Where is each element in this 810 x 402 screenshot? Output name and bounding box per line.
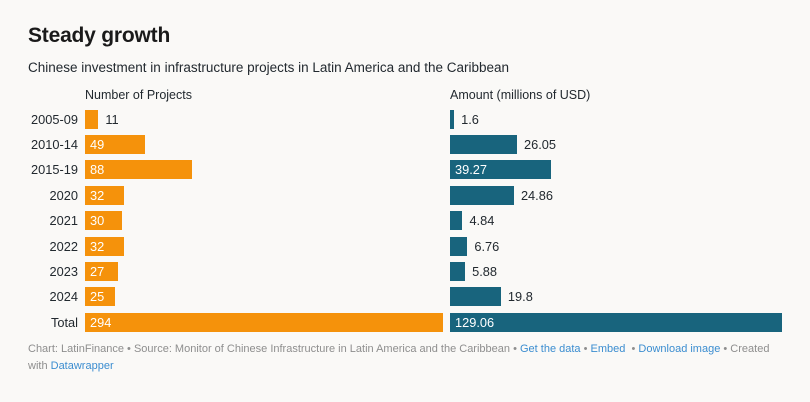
chart-row: 2010-14 49 26.05 [28, 133, 782, 158]
column-header-amount: Amount (millions of USD) [450, 87, 591, 102]
footer-chart-credit: Chart: LatinFinance [28, 343, 124, 355]
bar-track-right: 6.76 [450, 236, 782, 256]
download-image-link[interactable]: Download image [638, 343, 721, 355]
bar[interactable] [450, 287, 501, 307]
bar-track-left: 25 [85, 287, 443, 307]
row-label: 2005-09 [31, 111, 78, 127]
bar[interactable] [85, 287, 116, 307]
bar-track-right: 129.06 [450, 312, 782, 332]
chart-subtitle: Chinese investment in infrastructure pro… [28, 60, 510, 76]
bar-track-left: 30 [85, 211, 443, 231]
bar-track-left: 49 [85, 135, 443, 155]
chart-footer: Chart: LatinFinance • Source: Monitor of… [28, 341, 790, 374]
chart-plot-area: Number of Projects Amount (millions of U… [0, 88, 810, 337]
bar-value-label: 1.6 [461, 111, 479, 127]
page-title: Steady growth [28, 24, 171, 47]
chart-row: 2023 27 5.88 [28, 260, 782, 285]
bar[interactable] [85, 211, 122, 231]
row-label: Total [50, 314, 78, 330]
bar-track-left: 32 [85, 236, 443, 256]
get-the-data-link[interactable]: Get the data [519, 343, 581, 355]
row-label: 2024 [49, 289, 78, 305]
footer-separator: • [510, 343, 520, 355]
embed-link[interactable]: Embed [590, 343, 626, 355]
column-header-projects: Number of Projects [85, 87, 192, 102]
bar-value-label: 88 [90, 162, 105, 178]
bar-value-label: 49 [90, 137, 105, 153]
bar-value-label: 32 [90, 187, 105, 203]
bar-track-right: 1.6 [450, 109, 782, 129]
bar-track-right: 24.86 [450, 185, 782, 205]
footer-created-with: Created with [28, 343, 770, 372]
bar-value-label: 25 [90, 289, 105, 305]
bar[interactable] [450, 135, 517, 155]
bar-track-right: 26.05 [450, 135, 782, 155]
bar[interactable] [450, 312, 782, 332]
bar-value-label: 32 [90, 238, 105, 254]
column-headers: Number of Projects Amount (millions of U… [28, 88, 782, 105]
bar-value-label: 294 [90, 314, 112, 330]
bar[interactable] [85, 109, 99, 129]
bar-value-label: 30 [90, 213, 105, 229]
row-label: 2023 [49, 264, 78, 280]
row-label: 2021 [49, 213, 78, 229]
bar-track-left: 11 [85, 109, 443, 129]
bar[interactable] [450, 109, 455, 129]
bar-value-label: 19.8 [507, 289, 533, 305]
chart-row: Total 294 129.06 [28, 311, 782, 336]
bar[interactable] [450, 185, 514, 205]
chart-row: 2024 25 19.8 [28, 285, 782, 310]
datawrapper-link[interactable]: Datawrapper [50, 359, 114, 372]
bar-track-left: 27 [85, 262, 443, 282]
row-label: 2015-19 [31, 162, 78, 178]
bar[interactable] [85, 135, 145, 155]
chart-row: 2015-19 88 39.27 [28, 158, 782, 183]
bar[interactable] [450, 160, 552, 180]
bar-track-left: 32 [85, 185, 443, 205]
bar-value-label: 27 [90, 264, 105, 280]
footer-separator: • [580, 343, 591, 355]
bar-value-label: 11 [105, 111, 119, 127]
bar[interactable] [85, 160, 193, 180]
chart-row: 2022 32 6.76 [28, 235, 782, 260]
bar[interactable] [85, 185, 124, 205]
row-label: 2022 [49, 238, 78, 254]
bar[interactable] [85, 236, 124, 256]
bar[interactable] [450, 236, 468, 256]
bar-track-right: 39.27 [450, 160, 782, 180]
bar-value-label: 39.27 [455, 162, 488, 178]
bar-track-left: 294 [85, 312, 443, 332]
bar[interactable] [85, 262, 118, 282]
bar-track-right: 4.84 [450, 211, 782, 231]
bar-value-label: 4.84 [469, 213, 495, 229]
footer-separator: • [625, 343, 639, 355]
footer-separator: • [124, 343, 134, 355]
chart-row: 2021 30 4.84 [28, 209, 782, 234]
row-label: 2010-14 [31, 137, 78, 153]
bar-value-label: 26.05 [524, 137, 557, 153]
bar-track-left: 88 [85, 160, 443, 180]
bar[interactable] [450, 211, 463, 231]
bar-value-label: 24.86 [520, 187, 553, 203]
chart-row: 2005-09 11 1.6 [28, 108, 782, 133]
bar-track-right: 5.88 [450, 262, 782, 282]
bar[interactable] [85, 312, 443, 332]
bar-value-label: 129.06 [455, 314, 495, 330]
footer-separator: • [720, 343, 731, 355]
chart-rows: 2005-09 11 1.6 2010-14 49 26.05 2015-19 88 39.27… [28, 108, 782, 337]
chart-header: Steady growth Chinese investment in infr… [0, 0, 810, 77]
bar-value-label: 5.88 [472, 264, 498, 280]
chart-row: 2020 32 24.86 [28, 184, 782, 209]
bar-track-right: 19.8 [450, 287, 782, 307]
row-label: 2020 [49, 187, 78, 203]
footer-source-credit: Source: Monitor of Chinese Infrastructur… [133, 343, 511, 355]
bar-value-label: 6.76 [474, 238, 500, 254]
bar[interactable] [450, 262, 466, 282]
